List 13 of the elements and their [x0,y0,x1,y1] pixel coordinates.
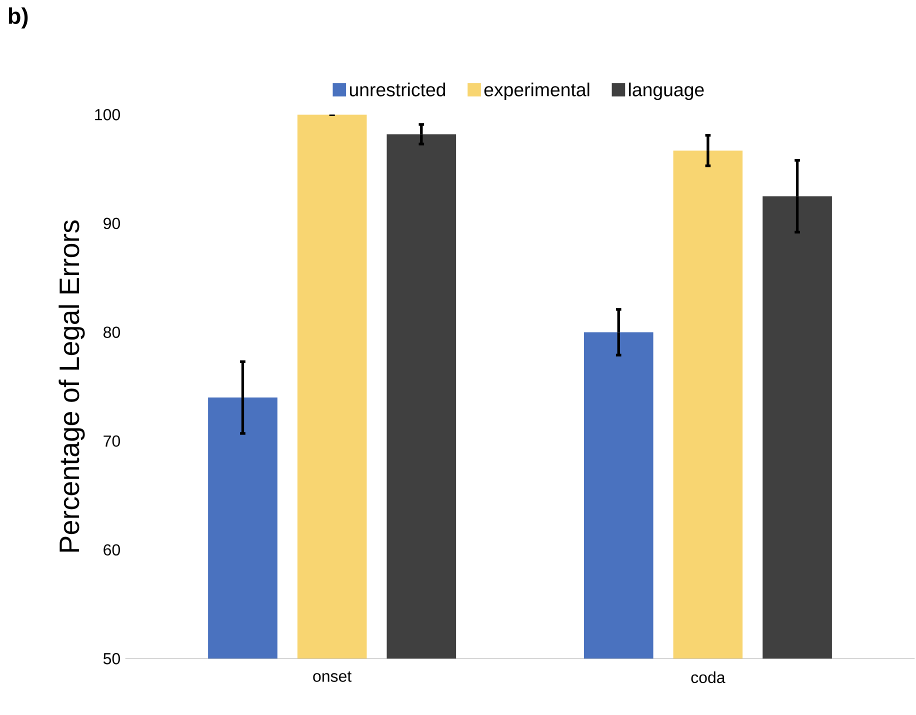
y-axis-title: Percentage of Legal Errors [58,220,85,552]
y-tick-label: 50 [103,653,120,664]
legend-label: experimental [484,82,590,100]
x-tick-label: coda [691,672,726,684]
chart-title: b) [8,8,28,29]
y-tick-label: 100 [95,109,120,120]
y-tick-label: 80 [104,326,120,338]
y-tick-label: 60 [104,544,120,556]
y-tick-label: 70 [104,436,120,447]
x-tick-label: onset [313,672,352,682]
legend-label: unrestricted [350,82,446,97]
legend-label: language [629,82,704,100]
y-tick-label: 90 [104,218,120,230]
